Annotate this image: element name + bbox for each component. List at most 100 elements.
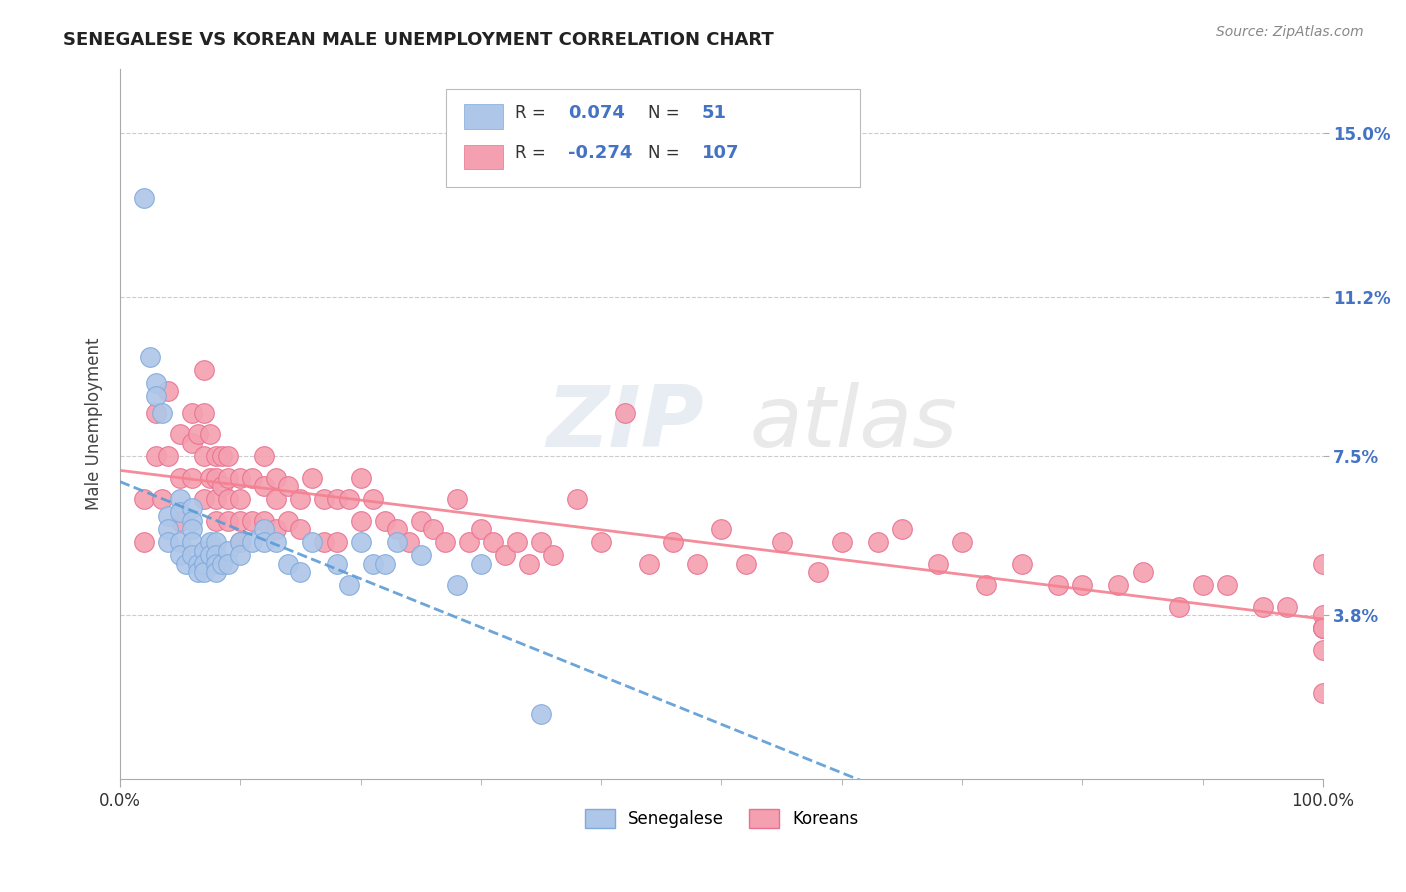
Point — [193, 557, 215, 571]
Point — [1107, 578, 1129, 592]
Point — [150, 406, 173, 420]
Point — [187, 427, 209, 442]
Point — [181, 406, 204, 420]
Point — [181, 548, 204, 562]
Point — [770, 535, 793, 549]
Point — [1275, 599, 1298, 614]
Point — [169, 470, 191, 484]
Text: 0.074: 0.074 — [568, 104, 624, 122]
Point — [1312, 608, 1334, 623]
Text: atlas: atlas — [749, 382, 957, 466]
Text: SENEGALESE VS KOREAN MALE UNEMPLOYMENT CORRELATION CHART: SENEGALESE VS KOREAN MALE UNEMPLOYMENT C… — [63, 31, 775, 49]
Point — [422, 522, 444, 536]
Point — [150, 491, 173, 506]
Point — [240, 470, 263, 484]
Point — [807, 566, 830, 580]
Point — [1132, 566, 1154, 580]
Point — [229, 470, 252, 484]
Point — [277, 557, 299, 571]
Point — [217, 543, 239, 558]
Point — [217, 491, 239, 506]
Point — [337, 491, 360, 506]
Point — [266, 522, 288, 536]
Point — [325, 535, 347, 549]
Point — [229, 514, 252, 528]
Point — [145, 406, 167, 420]
Point — [217, 514, 239, 528]
Point — [253, 479, 276, 493]
Point — [1011, 557, 1033, 571]
Point — [1251, 599, 1274, 614]
Point — [174, 557, 197, 571]
Point — [205, 449, 228, 463]
Point — [638, 557, 661, 571]
Point — [686, 557, 709, 571]
Point — [565, 491, 588, 506]
Point — [374, 557, 396, 571]
Point — [181, 470, 204, 484]
Point — [266, 470, 288, 484]
Point — [385, 522, 408, 536]
Point — [494, 548, 516, 562]
Point — [187, 566, 209, 580]
Point — [374, 514, 396, 528]
Point — [470, 557, 492, 571]
Point — [266, 491, 288, 506]
Point — [530, 707, 553, 722]
Point — [193, 449, 215, 463]
Point — [314, 535, 336, 549]
Point — [211, 557, 233, 571]
Y-axis label: Male Unemployment: Male Unemployment — [86, 337, 103, 510]
Point — [217, 557, 239, 571]
Point — [349, 514, 371, 528]
Point — [398, 535, 420, 549]
Point — [1167, 599, 1189, 614]
Point — [517, 557, 540, 571]
Point — [145, 389, 167, 403]
Text: ZIP: ZIP — [547, 382, 704, 466]
Point — [1071, 578, 1094, 592]
Point — [1312, 621, 1334, 635]
Point — [198, 535, 221, 549]
Point — [193, 566, 215, 580]
Point — [831, 535, 853, 549]
Point — [974, 578, 997, 592]
Point — [301, 535, 323, 549]
Text: N =: N = — [648, 145, 685, 162]
Point — [169, 427, 191, 442]
Point — [181, 500, 204, 515]
Point — [193, 543, 215, 558]
Point — [541, 548, 564, 562]
Legend: Senegalese, Koreans: Senegalese, Koreans — [578, 802, 865, 835]
Point — [169, 548, 191, 562]
Point — [240, 535, 263, 549]
Point — [385, 535, 408, 549]
Point — [181, 514, 204, 528]
Point — [205, 566, 228, 580]
Point — [229, 535, 252, 549]
Point — [470, 522, 492, 536]
Point — [253, 449, 276, 463]
Point — [325, 557, 347, 571]
Point — [446, 491, 468, 506]
Point — [325, 491, 347, 506]
Point — [157, 384, 180, 399]
Point — [205, 514, 228, 528]
Point — [591, 535, 613, 549]
Point — [361, 491, 384, 506]
Point — [181, 436, 204, 450]
Text: N =: N = — [648, 104, 685, 122]
Point — [349, 535, 371, 549]
Text: 107: 107 — [702, 145, 740, 162]
Point — [1215, 578, 1237, 592]
Point — [132, 535, 155, 549]
Point — [1312, 621, 1334, 635]
Point — [187, 557, 209, 571]
Point — [229, 548, 252, 562]
Point — [193, 406, 215, 420]
Text: Source: ZipAtlas.com: Source: ZipAtlas.com — [1216, 25, 1364, 39]
Point — [457, 535, 479, 549]
Point — [710, 522, 733, 536]
Point — [1312, 686, 1334, 700]
Point — [253, 535, 276, 549]
